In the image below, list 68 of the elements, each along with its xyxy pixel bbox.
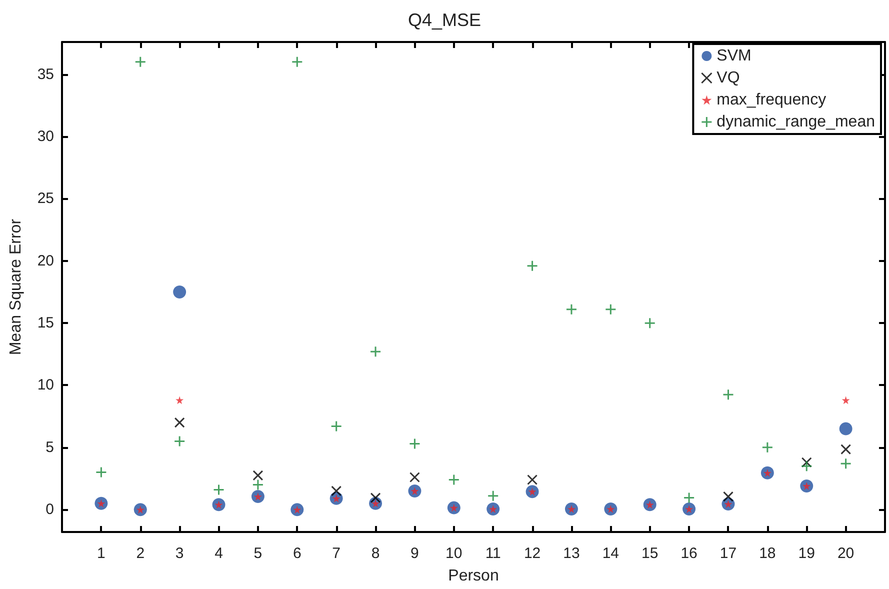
point bbox=[95, 466, 107, 478]
point bbox=[566, 304, 578, 316]
x-tick-label: 5 bbox=[254, 545, 262, 562]
y-axis-title: Mean Square Error bbox=[8, 218, 24, 356]
point bbox=[176, 396, 184, 404]
point bbox=[644, 317, 656, 329]
legend-label: SVM bbox=[716, 48, 752, 64]
point bbox=[527, 474, 538, 486]
x-tick-label: 11 bbox=[485, 545, 501, 562]
x-tick-label: 19 bbox=[798, 545, 815, 562]
point bbox=[370, 492, 381, 504]
x-tick-label: 14 bbox=[602, 545, 620, 562]
y-tick-label: 5 bbox=[46, 438, 54, 456]
point bbox=[370, 346, 382, 358]
x-tick-label: 1 bbox=[97, 545, 106, 562]
point bbox=[330, 420, 342, 432]
point bbox=[526, 260, 538, 272]
x-tick-label: 12 bbox=[524, 545, 541, 562]
x-axis-title: Person bbox=[448, 568, 499, 584]
point bbox=[213, 484, 225, 496]
legend-label: VQ bbox=[716, 70, 740, 86]
point bbox=[722, 388, 734, 400]
point bbox=[683, 492, 695, 504]
y-tick-label: 15 bbox=[37, 314, 54, 332]
x-tick-label: 15 bbox=[642, 545, 658, 562]
x-tick-label: 2 bbox=[136, 545, 145, 562]
point bbox=[173, 285, 186, 298]
y-tick-label: 35 bbox=[37, 66, 54, 83]
y-tick-label: 10 bbox=[37, 376, 54, 394]
point bbox=[252, 470, 264, 481]
point bbox=[840, 458, 852, 470]
point bbox=[409, 472, 420, 483]
x-tick-label: 17 bbox=[720, 545, 737, 562]
point bbox=[174, 435, 186, 447]
point bbox=[252, 478, 264, 490]
point bbox=[604, 304, 616, 316]
y-tick-label: 25 bbox=[37, 190, 54, 208]
point bbox=[842, 396, 850, 404]
x-tick-label: 3 bbox=[175, 545, 184, 562]
x-tick-label: 9 bbox=[410, 545, 419, 562]
legend-label: dynamic_range_mean bbox=[716, 114, 876, 130]
y-tick-label: 0 bbox=[46, 501, 54, 518]
legend-label: max_frequency bbox=[716, 92, 826, 108]
point bbox=[134, 56, 146, 68]
x-tick-label: 18 bbox=[759, 545, 776, 562]
x-tick-label: 16 bbox=[680, 545, 698, 562]
point bbox=[762, 442, 774, 454]
point bbox=[487, 490, 499, 502]
x-tick-label: 8 bbox=[371, 545, 380, 562]
x-tick-label: 7 bbox=[332, 545, 341, 562]
point bbox=[839, 422, 852, 436]
point bbox=[801, 457, 812, 468]
x-tick-label: 6 bbox=[292, 545, 302, 562]
point bbox=[800, 460, 812, 472]
x-tick-label: 13 bbox=[563, 545, 580, 562]
y-tick-label: 30 bbox=[37, 128, 54, 146]
x-tick-label: 10 bbox=[446, 545, 462, 562]
x-tick-label: 20 bbox=[837, 545, 854, 562]
point bbox=[448, 474, 460, 486]
y-tick-label: 20 bbox=[37, 252, 54, 270]
point bbox=[840, 444, 852, 455]
point bbox=[722, 491, 734, 502]
point bbox=[331, 486, 342, 496]
chart-title: Q4_MSE bbox=[408, 10, 482, 30]
x-tick-label: 4 bbox=[214, 545, 223, 562]
point bbox=[408, 438, 420, 450]
point bbox=[174, 417, 185, 428]
point bbox=[291, 56, 303, 68]
